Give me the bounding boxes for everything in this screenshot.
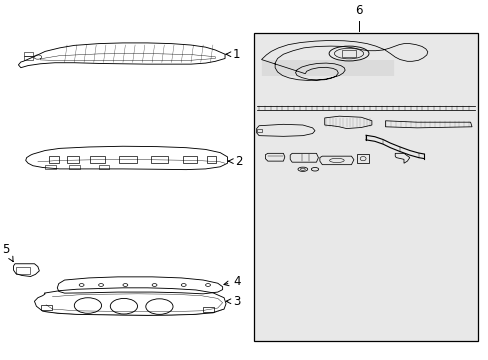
Bar [24,52,33,56]
Text: 4: 4 [224,275,240,288]
Bar [16,267,30,274]
Bar [45,165,56,169]
Bar [24,57,33,60]
Bar [48,156,59,163]
Bar [357,154,369,163]
Bar [151,156,167,163]
Bar [41,305,52,310]
Bar [206,156,216,163]
Bar [203,307,213,311]
Bar [90,156,105,163]
Bar [69,165,80,169]
Text: 5: 5 [2,243,13,262]
Bar [183,156,197,163]
Text: 3: 3 [225,295,240,308]
Bar [99,165,109,169]
Text: 2: 2 [228,155,242,168]
Text: 6: 6 [354,4,362,17]
Bar [118,156,137,163]
Bar [254,33,477,341]
Bar [341,50,356,57]
Text: 1: 1 [225,48,239,61]
Bar [67,156,79,163]
